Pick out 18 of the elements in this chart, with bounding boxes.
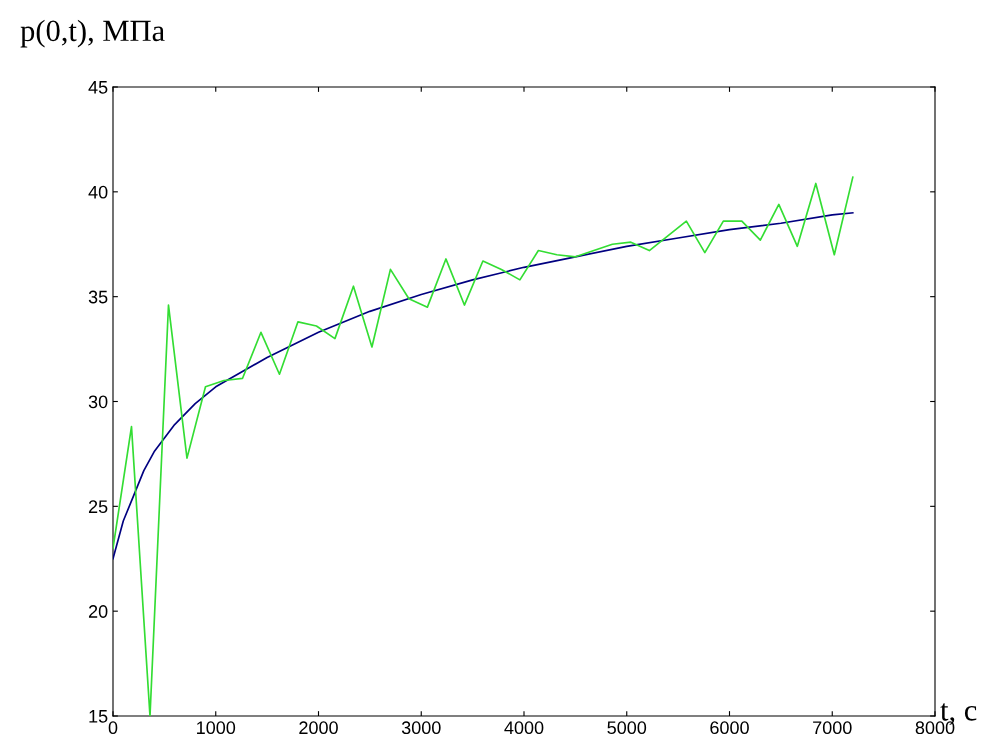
x-tick-label: 3000	[401, 721, 441, 735]
x-tick-label: 7000	[813, 721, 852, 735]
y-tick-label: 25	[88, 500, 108, 514]
y-tick-label: 20	[88, 605, 108, 618]
line-series	[113, 211, 854, 560]
y-tick-label: 30	[88, 395, 108, 409]
x-tick-label: 2000	[299, 721, 338, 735]
y-tick-label: 45	[88, 81, 108, 94]
y-tick-label: 35	[88, 290, 108, 304]
y-tick-label: 40	[88, 185, 108, 199]
x-tick-label: 5000	[607, 721, 647, 735]
y-axis-title: p(0,t), МПа	[20, 19, 165, 48]
x-tick-label: 6000	[710, 721, 749, 735]
x-tick-label: 1000	[197, 721, 236, 735]
line-series	[113, 176, 854, 716]
x-tick-label: 0	[108, 721, 118, 735]
x-tick-label: 4000	[504, 721, 544, 735]
y-tick-label: 15	[89, 710, 108, 723]
